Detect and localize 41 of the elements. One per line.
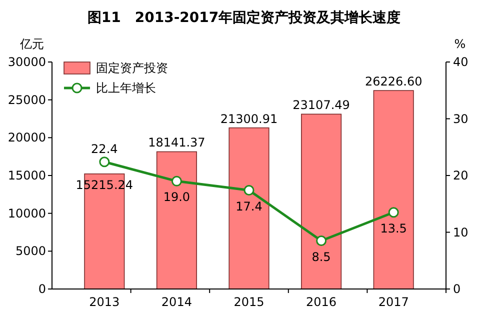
data-label: 21300.91 <box>220 112 278 126</box>
data-label: 22.4 <box>91 142 118 156</box>
y-tick-label: 30000 <box>8 55 46 69</box>
point <box>388 207 399 218</box>
data-label: 23107.49 <box>292 98 350 112</box>
bar <box>373 90 414 290</box>
y-tick-label: 0 <box>38 282 46 296</box>
legend-label: 比上年增长 <box>96 81 156 95</box>
x-tick-label: 2016 <box>306 295 337 309</box>
data-label: 15215.24 <box>76 178 134 192</box>
bar <box>301 114 342 290</box>
point <box>244 185 254 196</box>
chart-title: 图11 2013-2017年固定资产投资及其增长速度 <box>87 9 401 26</box>
x-tick-label: 2017 <box>378 295 409 309</box>
y2-tick-label: 0 <box>453 282 461 296</box>
point <box>99 156 110 168</box>
bar <box>156 151 197 290</box>
data-label: 26226.60 <box>364 74 422 89</box>
data-label: 13.5 <box>380 221 407 236</box>
y-tick-label: 25000 <box>8 92 46 107</box>
point <box>171 176 182 186</box>
y2-tick-label: 30 <box>453 112 468 126</box>
y-tick-label: 10000 <box>8 206 46 220</box>
data-label: 17.4 <box>236 199 262 214</box>
data-label: 19.0 <box>163 190 190 204</box>
legend-label: 固定资产投资 <box>96 61 168 75</box>
y-axis-title: 亿元 <box>19 37 44 51</box>
data-label: 18141.37 <box>148 136 206 150</box>
x-tick-label: 2015 <box>234 295 264 309</box>
x-tick-label: 2014 <box>161 295 192 309</box>
bar <box>228 127 270 290</box>
y-tick-label: 5000 <box>15 244 46 258</box>
y-tick-label: 20000 <box>8 130 46 145</box>
y-tick-label: 15000 <box>8 168 46 182</box>
y2-tick-label: 10 <box>453 225 468 240</box>
x-tick-label: 2013 <box>89 295 120 309</box>
y2-tick-label: 40 <box>453 55 468 69</box>
y2-axis-title: % <box>454 37 466 51</box>
point <box>316 236 327 246</box>
data-label: 8.5 <box>312 250 331 264</box>
y2-tick-label: 20 <box>453 168 468 182</box>
